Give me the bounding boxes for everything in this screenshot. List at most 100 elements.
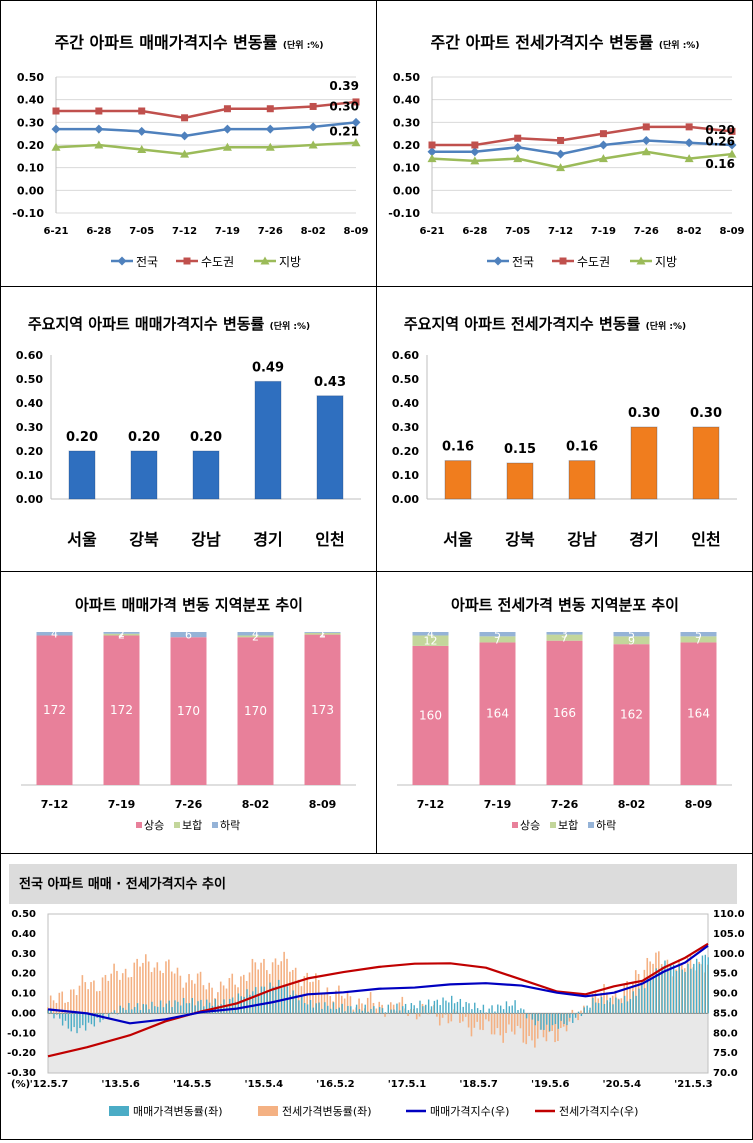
- data-label: 1: [319, 626, 326, 639]
- bar: [693, 427, 719, 499]
- jeonse-rate-bar: [577, 1013, 579, 1020]
- sale-rate-bar: [618, 999, 619, 1013]
- sale-rate-bar: [604, 1004, 605, 1013]
- y-tick-label: 0.60: [16, 349, 43, 362]
- sale-rate-bar: [134, 1007, 135, 1013]
- data-label: 172: [110, 703, 133, 717]
- x-tick-label: '15.5.4: [245, 1079, 284, 1090]
- sale-rate-bar: [494, 1012, 495, 1014]
- jeonse-rate-bar: [113, 964, 115, 1014]
- x-tick-label: '19.5.6: [531, 1079, 570, 1090]
- jeonse-rate-bar: [523, 1013, 525, 1042]
- sale-rate-bar: [65, 1013, 66, 1020]
- data-label: 0.30: [690, 406, 722, 421]
- data-point: [643, 123, 650, 130]
- x-tick-label: 6-28: [86, 226, 111, 237]
- x-tick-label: 강남: [191, 530, 221, 549]
- x-tick-label: 인천: [315, 530, 344, 549]
- sale-rate-bar: [500, 1006, 501, 1014]
- data-label: 160: [419, 708, 442, 722]
- sale-rate-bar: [339, 1008, 340, 1014]
- sale-rate-bar: [520, 1008, 521, 1013]
- sale-rate-bar: [301, 995, 302, 1013]
- sale-rate-bar: [148, 1009, 149, 1013]
- left-tick-label: 0.50: [11, 909, 36, 920]
- sale-rate-bar: [526, 1013, 527, 1018]
- sale-rate-bar: [555, 1013, 556, 1024]
- sale-rate-bar: [581, 1013, 582, 1016]
- sale-rate-bar: [437, 1000, 438, 1014]
- jeonse-rate-bar: [70, 990, 72, 1014]
- jeonse-rate-bar: [102, 977, 104, 1013]
- sale-rate-bar: [474, 1003, 475, 1014]
- data-label: 4: [51, 628, 58, 641]
- legend-label: 전국: [136, 255, 158, 269]
- sale-rate-bar: [699, 964, 700, 1014]
- bar: [317, 396, 343, 499]
- chart-title: 주간 아파트 매매가격지수 변동률 (단위 :%): [55, 33, 324, 52]
- sale-rate-bar: [255, 987, 256, 1013]
- jeonse-rate-bar: [76, 995, 78, 1013]
- sale-rate-bar: [402, 1006, 403, 1013]
- left-tick-label: 0.10: [11, 989, 36, 1000]
- jeonse-rate-bar: [367, 998, 369, 1013]
- sale-rate-bar: [388, 1005, 389, 1014]
- y-tick-label: 0.20: [16, 445, 43, 458]
- sale-rate-bar: [428, 1000, 429, 1014]
- jeonse-rate-bar: [520, 1013, 522, 1028]
- sale-rate-bar: [316, 1003, 317, 1013]
- legend-label: 수도권: [577, 255, 610, 269]
- sale-rate-bar: [365, 1005, 366, 1014]
- legend-label: 지방: [655, 255, 677, 269]
- jeonse-rate-bar: [56, 1003, 58, 1013]
- legend-marker: [494, 257, 503, 266]
- chart-sale-regions: 주요지역 아파트 매매가격지수 변동률 (단위 :%)0.600.500.400…: [1, 287, 376, 571]
- sale-rate-bar: [275, 987, 276, 1014]
- legend-swatch: [258, 1106, 278, 1116]
- x-tick-label: '14.5.5: [173, 1079, 212, 1090]
- jeonse-rate-bar: [53, 1000, 55, 1013]
- sale-rate-bar: [359, 1009, 360, 1013]
- sale-rate-bar: [261, 987, 262, 1014]
- x-tick-label: 7-05: [129, 226, 154, 237]
- sale-rate-bar: [272, 987, 273, 1014]
- left-tick-label: 0.20: [11, 969, 36, 980]
- chart-title: 주요지역 아파트 전세가격지수 변동률 (단위 :%): [404, 315, 686, 333]
- jeonse-rate-bar: [445, 1013, 447, 1014]
- y-tick-label: 0.10: [393, 162, 420, 175]
- sale-rate-bar: [53, 1013, 54, 1018]
- sale-rate-bar: [128, 1003, 129, 1013]
- data-label: 173: [311, 703, 334, 717]
- legend-swatch: [109, 1106, 129, 1116]
- sale-rate-bar: [589, 1008, 590, 1014]
- legend-swatch: [512, 822, 518, 828]
- sale-rate-bar: [633, 991, 634, 1013]
- x-tick-label: 8-02: [242, 798, 270, 811]
- sale-rate-bar: [506, 1001, 507, 1013]
- sale-rate-bar: [125, 1010, 126, 1014]
- left-tick-label: 0.40: [11, 929, 36, 940]
- sale-rate-bar: [586, 1006, 587, 1014]
- y-tick-label: 0.30: [16, 421, 43, 434]
- jeonse-rate-bar: [436, 1013, 438, 1016]
- sale-rate-bar: [702, 956, 703, 1014]
- jeonse-rate-bar: [90, 982, 92, 1013]
- y-tick-label: -0.10: [388, 207, 420, 220]
- data-point: [267, 105, 274, 112]
- sale-rate-bar: [62, 1013, 63, 1025]
- data-label: 4: [427, 628, 434, 641]
- data-point: [137, 127, 146, 136]
- x-tick-label: '12.5.7: [30, 1079, 69, 1090]
- jeonse-rate-bar: [93, 981, 95, 1014]
- right-tick-label: 105.0: [713, 929, 745, 940]
- bar: [631, 427, 657, 499]
- sale-rate-bar: [457, 1002, 458, 1013]
- jeonse-rate-bar: [459, 1013, 461, 1023]
- sale-rate-bar: [454, 1003, 455, 1013]
- legend-label: 상승: [144, 819, 164, 832]
- x-tick-label: 7-19: [108, 798, 136, 811]
- sale-rate-bar: [684, 972, 685, 1013]
- data-label: 0.20: [66, 430, 98, 445]
